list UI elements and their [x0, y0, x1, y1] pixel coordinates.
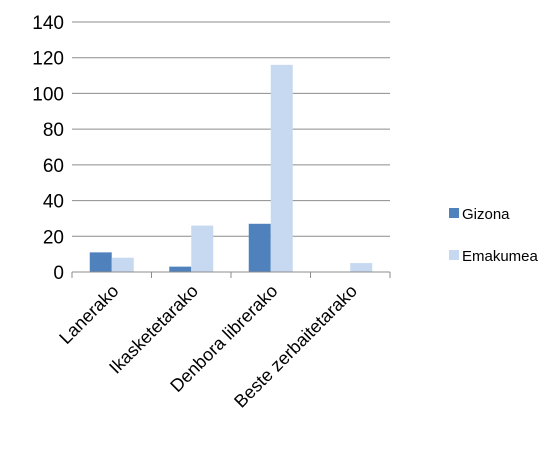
bar-gizona-1	[169, 266, 192, 272]
bars	[89, 64, 373, 272]
y-tick-label: 60	[43, 156, 64, 177]
bar-emakumea-1	[191, 225, 214, 272]
bar-gizona-2	[248, 223, 271, 272]
y-tick-label: 100	[32, 84, 64, 105]
legend: Gizona Emakumea	[449, 206, 539, 265]
bar-emakumea-2	[270, 64, 293, 272]
y-tick-label: 40	[43, 192, 64, 213]
y-axis-ticks: 0 20 40 60 80 100 120 140	[32, 13, 64, 284]
y-tick-label: 0	[53, 263, 64, 284]
legend-label: Emakumea	[462, 248, 539, 265]
y-tick-label: 140	[32, 13, 64, 34]
x-category-label: Lanerako	[55, 281, 122, 348]
legend-swatch	[449, 208, 459, 218]
bar-emakumea-0	[111, 257, 134, 272]
bar-emakumea-3	[350, 263, 373, 272]
bar-gizona-0	[89, 252, 112, 272]
legend-label: Gizona	[462, 206, 510, 223]
y-tick-label: 80	[43, 120, 64, 141]
legend-swatch	[449, 250, 459, 260]
y-tick-label: 120	[32, 49, 64, 70]
gridlines	[71, 21, 391, 278]
y-tick-label: 20	[43, 227, 64, 248]
